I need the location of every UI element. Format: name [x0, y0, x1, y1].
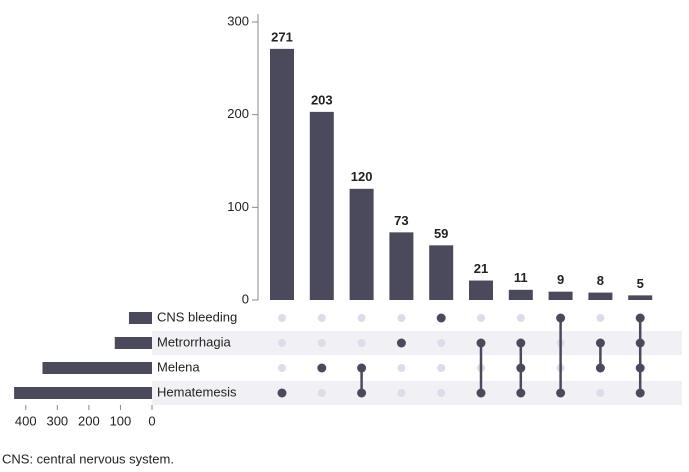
- dot-empty: [397, 389, 406, 397]
- dot-empty: [437, 339, 446, 347]
- dot: [516, 388, 526, 398]
- y-tick-label: 300: [227, 13, 249, 28]
- value-label: 59: [434, 226, 448, 241]
- dot: [396, 338, 406, 348]
- bar: [469, 280, 493, 300]
- dot: [595, 338, 605, 348]
- dot-empty: [437, 364, 446, 372]
- bar: [429, 245, 454, 300]
- set-bar: [128, 312, 152, 324]
- value-label: 8: [597, 273, 604, 288]
- dot: [556, 313, 566, 323]
- set-label: Hematemesis: [157, 384, 237, 399]
- y-tick-label: 200: [227, 106, 249, 121]
- x-tick-label: 0: [148, 413, 155, 428]
- x-tick-label: 400: [15, 413, 37, 428]
- set-label: CNS bleeding: [157, 309, 237, 324]
- dot-empty: [357, 314, 366, 322]
- set-label: Metrorrhagia: [157, 334, 231, 349]
- value-label: 203: [311, 92, 333, 107]
- set-bar: [114, 337, 152, 349]
- dot-empty: [317, 339, 326, 347]
- dot-empty: [477, 314, 485, 322]
- dot: [595, 363, 605, 373]
- dot: [635, 363, 645, 373]
- x-tick-label: 200: [78, 413, 100, 428]
- bar: [628, 295, 653, 300]
- value-label: 73: [394, 213, 408, 228]
- set-bar: [14, 387, 153, 399]
- bar: [508, 289, 533, 300]
- dot: [516, 338, 526, 348]
- value-label: 120: [351, 169, 373, 184]
- set-label: Melena: [157, 359, 200, 374]
- dot: [476, 388, 486, 398]
- bar: [548, 291, 573, 300]
- bar: [309, 111, 334, 301]
- dot: [556, 388, 566, 398]
- bar: [389, 232, 414, 300]
- dot: [635, 388, 645, 398]
- dot: [516, 363, 526, 373]
- x-tick-label: 100: [110, 413, 132, 428]
- dot: [476, 338, 486, 348]
- dot-empty: [278, 364, 286, 372]
- row-band: [152, 381, 682, 405]
- dot-empty: [397, 364, 406, 372]
- bar: [349, 188, 374, 300]
- dot: [357, 363, 367, 373]
- dot-empty: [596, 314, 605, 322]
- dot-empty: [278, 314, 286, 322]
- dot-empty: [317, 389, 326, 397]
- bar: [588, 292, 613, 300]
- dot-empty: [516, 314, 525, 322]
- y-tick-label: 100: [227, 199, 249, 214]
- y-tick-label: 0: [242, 291, 249, 306]
- dot: [357, 388, 367, 398]
- dot: [277, 388, 287, 398]
- value-label: 271: [271, 29, 293, 44]
- dot-empty: [437, 389, 446, 397]
- value-label: 11: [514, 270, 528, 285]
- value-label: 5: [637, 276, 644, 291]
- set-bar: [42, 362, 152, 374]
- value-label: 9: [557, 272, 564, 287]
- caption: CNS: central nervous system.: [2, 451, 174, 466]
- dot: [317, 363, 327, 373]
- dot: [436, 313, 446, 323]
- dot-empty: [397, 314, 406, 322]
- dot-empty: [278, 339, 286, 347]
- dot-empty: [317, 314, 326, 322]
- row-band: [152, 331, 682, 355]
- bar: [270, 48, 294, 300]
- dot-empty: [596, 389, 605, 397]
- value-label: 21: [474, 261, 488, 276]
- dot: [635, 338, 645, 348]
- x-tick-label: 300: [46, 413, 68, 428]
- dot: [635, 313, 645, 323]
- dot-empty: [357, 339, 366, 347]
